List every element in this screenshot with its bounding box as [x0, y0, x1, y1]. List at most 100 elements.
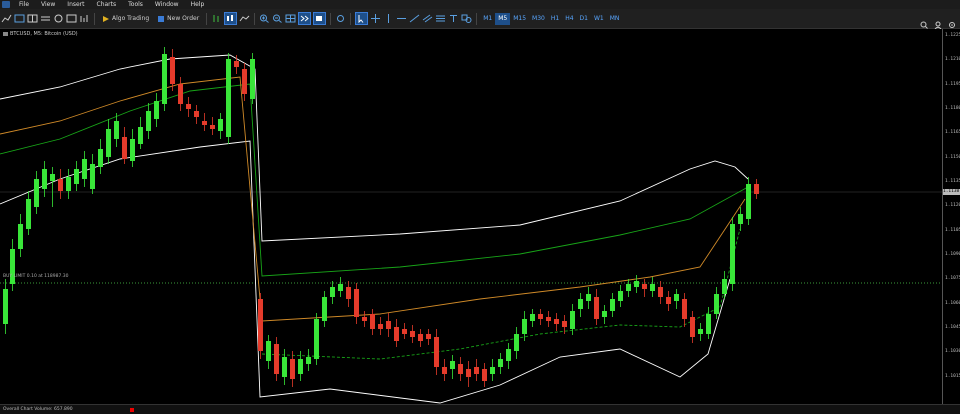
timeframe-h4[interactable]: H4 [565, 15, 574, 22]
vertical-line-icon[interactable] [383, 12, 394, 25]
text-icon[interactable] [448, 12, 459, 25]
candle-body [754, 184, 759, 194]
chart-window-icon [3, 32, 8, 36]
timeframe-m30[interactable]: M30 [532, 15, 545, 22]
menu-charts[interactable]: Charts [96, 1, 117, 8]
menu-view[interactable]: View [41, 1, 56, 8]
crosshair-icon[interactable] [370, 12, 381, 25]
status-marker [129, 407, 134, 412]
chart-area[interactable] [0, 29, 942, 404]
new-order-button[interactable]: New Order [154, 12, 202, 25]
bollinger-outer-upper [0, 54, 749, 242]
new-order-icon [158, 15, 165, 22]
timeframe-m5[interactable]: M5 [495, 12, 511, 25]
navigator-icon[interactable] [53, 12, 64, 25]
menu-help[interactable]: Help [190, 1, 205, 8]
timeframe-m1[interactable]: M1 [483, 15, 493, 22]
candle-body [50, 174, 55, 181]
candle-body [186, 104, 191, 109]
price-tick: 1.1165 [945, 130, 960, 136]
candle-body [170, 57, 175, 84]
candle-body [146, 111, 151, 131]
toolbar-separator [206, 12, 208, 25]
candle-body [226, 59, 231, 137]
grid-icon[interactable] [285, 12, 296, 25]
timeframe-m15[interactable]: M15 [513, 15, 527, 22]
current-price-box: 1.1138 [943, 189, 960, 195]
candle-body [162, 54, 167, 104]
candle-body [66, 177, 71, 191]
candle-body [450, 361, 455, 369]
candle-body [202, 121, 207, 125]
algo-trading-label: Algo Trading [112, 15, 150, 22]
buy-limit-label[interactable]: BUY LIMIT 0.10 at 118987.30 [3, 274, 69, 279]
menu-file[interactable]: File [19, 1, 30, 8]
candle-body [90, 164, 95, 189]
candle-body [594, 297, 599, 319]
chart-windows-icon[interactable] [27, 12, 38, 25]
toolbar-separator [94, 12, 95, 25]
price-tick: 1.1045 [945, 325, 960, 330]
timeframe-d1[interactable]: D1 [579, 15, 588, 22]
data-window-icon[interactable] [66, 12, 77, 25]
fibonacci-icon[interactable] [435, 12, 446, 25]
algo-trading-button[interactable]: Algo Trading [99, 12, 152, 25]
candle-body [210, 125, 215, 129]
zoom-in-icon[interactable] [259, 12, 270, 25]
candle-body [634, 281, 639, 287]
zoom-out-icon[interactable] [272, 12, 283, 25]
candle-body [706, 314, 711, 334]
candlestick-chart-icon[interactable] [224, 12, 238, 25]
line-chart-icon[interactable] [239, 12, 250, 25]
candle-body [618, 291, 623, 301]
candle-body [338, 284, 343, 291]
candle-body [26, 199, 31, 229]
trendline-icon[interactable] [409, 12, 420, 25]
candle-body [298, 359, 303, 374]
candle-body [490, 367, 495, 374]
candle-body [322, 297, 327, 321]
profiles-icon[interactable] [14, 12, 25, 25]
chart-shift-icon[interactable] [313, 12, 327, 25]
candle-body [506, 349, 511, 361]
timeframe-h1[interactable]: H1 [550, 15, 560, 22]
toolbar-separator [254, 12, 256, 25]
candle-body [194, 111, 199, 117]
bar-chart-icon[interactable] [211, 12, 222, 25]
auto-scroll-icon[interactable] [298, 12, 312, 25]
cursor-icon[interactable] [355, 12, 369, 25]
candle-body [18, 224, 23, 249]
menu-window[interactable]: Window [154, 1, 179, 8]
timeframe-w1[interactable]: W1 [593, 15, 604, 22]
candle-body [698, 329, 703, 334]
menu-tools[interactable]: Tools [128, 1, 143, 8]
strategy-tester-icon[interactable] [79, 12, 90, 25]
candle-body [722, 279, 727, 294]
price-tick: 1.1225 [945, 33, 960, 38]
horizontal-line-icon[interactable] [396, 12, 407, 25]
market-watch-icon[interactable] [40, 12, 51, 25]
candle-body [554, 319, 559, 324]
candle-body [690, 317, 695, 337]
price-tick: 1.1105 [945, 227, 960, 233]
price-tick: 1.1015 [945, 373, 960, 379]
menu-insert[interactable]: Insert [67, 1, 85, 8]
price-axis[interactable]: 1.1225 1.1210 1.1195 1.1180 1.1165 1.1150 1.11… [942, 29, 960, 404]
search-icon[interactable] [920, 21, 928, 29]
chart-type-icon[interactable] [1, 12, 12, 25]
candle-body [34, 179, 39, 207]
candle-body [602, 311, 607, 317]
toolbar-separator [330, 12, 332, 25]
channel-icon[interactable] [422, 12, 433, 25]
settings-icon[interactable] [948, 21, 956, 29]
candle-body [682, 299, 687, 319]
price-tick: 1.1075 [945, 276, 960, 282]
shapes-icon[interactable] [461, 12, 472, 25]
price-chart[interactable] [0, 29, 942, 404]
candle-body [658, 287, 663, 297]
indicators-icon[interactable] [335, 12, 346, 25]
account-icon[interactable] [934, 21, 942, 29]
candle-body [730, 224, 735, 284]
timeframe-mn[interactable]: MN [609, 15, 620, 22]
candle-body [522, 319, 527, 334]
